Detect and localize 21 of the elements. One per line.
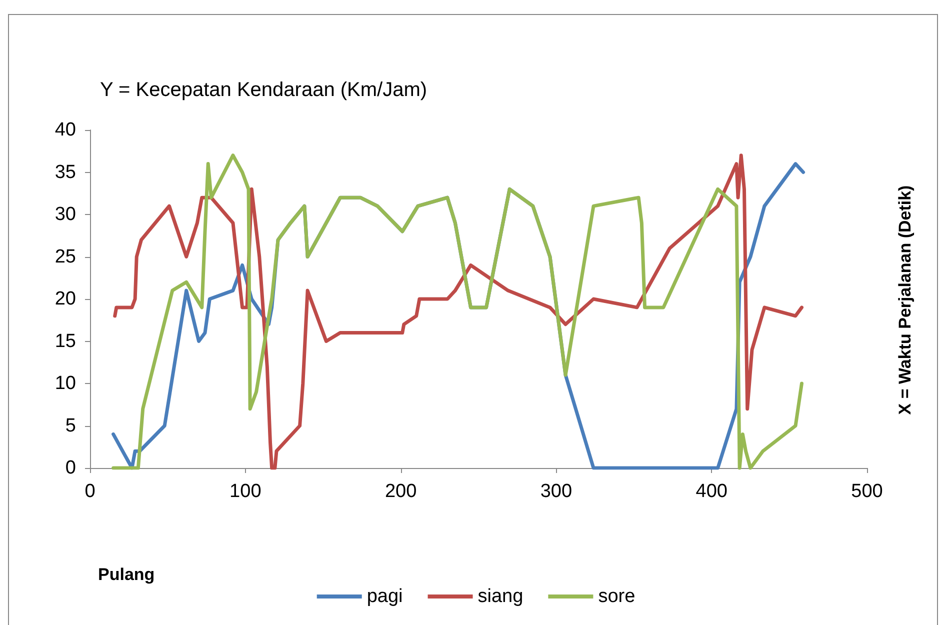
legend-label: sore: [598, 586, 636, 607]
x-tick-label: 200: [384, 481, 417, 502]
y-tick-label: 25: [54, 246, 76, 268]
x-tick-label: 300: [540, 481, 572, 502]
y-tick-label: 20: [54, 288, 76, 310]
y-tick-label: 10: [54, 373, 76, 394]
x-tick-label: 500: [851, 481, 883, 502]
y-tick-label: 35: [54, 162, 76, 183]
x-tick-label: 400: [696, 481, 728, 502]
y-tick-label: 30: [54, 204, 76, 225]
x-tick-label: 100: [230, 481, 262, 502]
legend-label: siang: [478, 586, 524, 607]
x-tick-label: 0: [84, 481, 96, 502]
y-tick-label: 5: [65, 415, 76, 436]
text: Pulang: [98, 565, 155, 584]
y-tick-label: 40: [54, 120, 76, 140]
y-tick-label: 15: [54, 330, 76, 352]
legend-label: pagi: [366, 586, 403, 607]
y-axis-title: Y = Kecepatan Kendaraan (Km/Jam): [100, 79, 428, 101]
y-tick-label: 0: [65, 458, 76, 478]
text: X = Waktu Perjalanan (Detik): [896, 185, 914, 415]
